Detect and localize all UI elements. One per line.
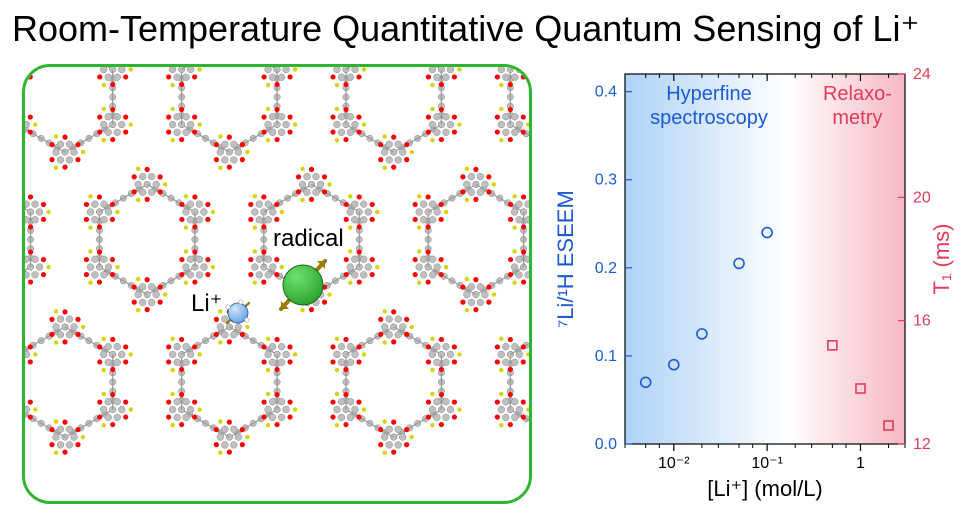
radical-label: radical <box>273 225 344 253</box>
svg-text:0.1: 0.1 <box>595 348 617 365</box>
svg-text:⁷Li/¹H ESEEM: ⁷Li/¹H ESEEM <box>555 190 578 328</box>
svg-text:24: 24 <box>913 66 931 83</box>
svg-text:20: 20 <box>913 189 931 206</box>
chart-panel: 10⁻² 10⁻¹ 1 0.0 0.1 0.2 0.3 0.4 12 16 20 24 [Li⁺] (m… <box>555 64 963 514</box>
svg-text:metry: metry <box>832 107 882 129</box>
svg-text:[Li⁺] (mol/L): [Li⁺] (mol/L) <box>707 476 823 501</box>
li-ion-label: Li⁺ <box>191 289 222 318</box>
page-title: Room-Temperature Quantitative Quantum Se… <box>12 8 919 50</box>
svg-text:Hyperfine: Hyperfine <box>666 83 752 105</box>
svg-text:0.3: 0.3 <box>595 172 617 189</box>
svg-text:1: 1 <box>856 455 865 472</box>
svg-text:10⁻¹: 10⁻¹ <box>751 455 783 472</box>
chart-svg: 10⁻² 10⁻¹ 1 0.0 0.1 0.2 0.3 0.4 12 16 20 24 [Li⁺] (m… <box>555 64 963 514</box>
svg-text:T₁ (ms): T₁ (ms) <box>929 224 954 295</box>
svg-text:0.0: 0.0 <box>595 436 617 453</box>
svg-text:spectroscopy: spectroscopy <box>650 107 768 129</box>
svg-text:Relaxo-: Relaxo- <box>823 83 892 105</box>
svg-text:12: 12 <box>913 436 931 453</box>
svg-text:0.2: 0.2 <box>595 260 617 277</box>
lattice-svg <box>25 67 532 504</box>
svg-text:16: 16 <box>913 313 931 330</box>
svg-text:0.4: 0.4 <box>595 84 617 101</box>
lattice-diagram: radical Li⁺ <box>22 64 532 504</box>
svg-text:10⁻²: 10⁻² <box>658 455 690 472</box>
